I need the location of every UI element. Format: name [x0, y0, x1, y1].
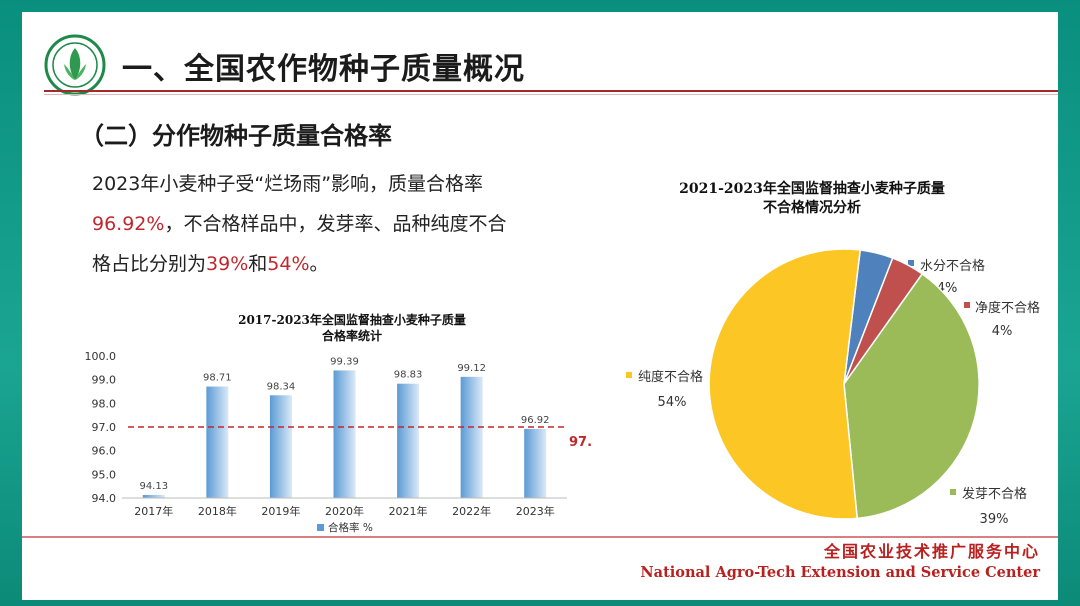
summary-line-2-text: ，不合格样品中，发芽率、品种纯度不合	[164, 213, 507, 235]
bar-chart: 94.0 95.0 96.0 97.0 98.0 99.0 100.0 94.13 2017年 9…	[85, 350, 593, 534]
footer-organization-cn: 全国农业技术推广服务中心	[823, 542, 1040, 561]
pie-chart-title-line2: 不合格情况分析	[763, 200, 861, 216]
summary-line-2: 96.92%，不合格样品中，发芽率、品种纯度不合	[92, 204, 612, 244]
pie-chart-title-line1: 2021-2023年全国监督抽查小麦种子质量	[679, 181, 945, 197]
title-divider	[44, 90, 1058, 92]
bar-value-label: 99.39	[330, 356, 359, 367]
purity-share-value: 54%	[267, 253, 310, 275]
x-tick-label: 2020年	[325, 504, 364, 518]
summary-paragraph: 2023年小麦种子受“烂场雨”影响，质量合格率 96.92%，不合格样品中，发芽…	[92, 164, 612, 284]
pie-slice-percent: 54%	[658, 395, 687, 410]
pie-label-marker	[626, 372, 632, 378]
pie-slice	[708, 248, 862, 520]
pie-label-marker	[964, 302, 970, 308]
summary-line-3-and: 和	[248, 253, 268, 275]
pie-slice	[843, 272, 980, 520]
section-title: （二）分作物种子质量合格率	[80, 122, 392, 150]
y-tick-label: 96.0	[92, 445, 117, 458]
page-title: 一、全国农作物种子质量概况	[122, 52, 525, 87]
pie-slice-label: 净度不合格	[975, 300, 1040, 316]
x-tick-label: 2022年	[452, 504, 491, 518]
pie-slice-label: 水分不合格	[920, 258, 985, 274]
germination-share-value: 39%	[206, 253, 249, 275]
bar-value-label: 99.12	[457, 363, 486, 374]
legend-label: 合格率 %	[328, 521, 373, 534]
y-tick-label: 95.0	[92, 468, 117, 481]
y-tick-label: 94.0	[92, 492, 117, 505]
bar	[397, 383, 420, 498]
bar	[142, 494, 165, 498]
bar	[524, 428, 547, 498]
x-tick-label: 2019年	[261, 504, 300, 518]
bar-value-label: 96.92	[521, 415, 550, 426]
bar	[206, 386, 229, 498]
reference-line-label: 97.0	[569, 435, 592, 450]
pie-slice-percent: 4%	[992, 324, 1013, 339]
x-tick-label: 2023年	[516, 504, 555, 518]
bar-chart-title-line2: 合格率统计	[321, 329, 382, 343]
y-tick-label: 100.0	[85, 350, 117, 363]
y-tick-label: 97.0	[92, 421, 117, 434]
pie-label-marker	[908, 260, 914, 266]
bar-value-label: 98.83	[394, 370, 423, 381]
y-tick-label: 99.0	[92, 374, 117, 387]
pie-chart-title: 2021-2023年全国监督抽查小麦种子质量 不合格情况分析	[642, 180, 982, 218]
footer-organization-en: National Agro-Tech Extension and Service…	[640, 564, 1040, 581]
bar-value-label: 94.13	[139, 481, 168, 492]
pie-slice-label: 发芽不合格	[962, 486, 1027, 502]
summary-line-3: 格占比分别为39%和54%。	[92, 244, 612, 284]
bar	[269, 395, 292, 498]
x-tick-label: 2021年	[389, 504, 428, 518]
bar	[333, 370, 356, 498]
y-tick-label: 98.0	[92, 397, 117, 410]
summary-line-1: 2023年小麦种子受“烂场雨”影响，质量合格率	[92, 173, 484, 195]
bar-chart-title-line1: 2017-2023年全国监督抽查小麦种子质量	[238, 313, 466, 327]
bar-value-label: 98.34	[267, 381, 296, 392]
x-tick-label: 2017年	[134, 504, 173, 518]
bar	[460, 376, 483, 498]
bar-value-label: 98.71	[203, 373, 232, 384]
x-tick-label: 2018年	[198, 504, 237, 518]
slide: 一、全国农作物种子质量概况 （二）分作物种子质量合格率 2023年小麦种子受“烂…	[22, 12, 1058, 600]
agro-tech-center-logo-icon	[44, 34, 106, 96]
pie-slice-label: 纯度不合格	[638, 369, 703, 385]
pie-slice-percent: 39%	[980, 512, 1009, 527]
summary-line-3-prefix: 格占比分别为	[92, 253, 207, 275]
pass-rate-value: 96.92%	[92, 213, 165, 235]
footer-divider	[22, 536, 1058, 538]
summary-line-3-end: 。	[309, 253, 329, 275]
title-divider-shadow	[44, 94, 1058, 95]
bar-chart-title: 2017-2023年全国监督抽查小麦种子质量 合格率统计	[202, 312, 502, 344]
legend-swatch	[317, 524, 324, 531]
pie-label-marker	[950, 489, 956, 495]
